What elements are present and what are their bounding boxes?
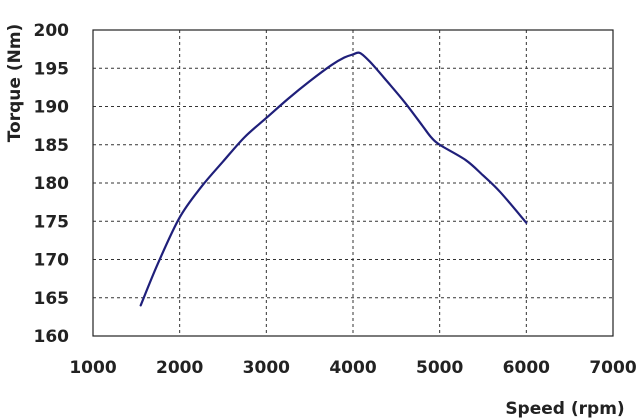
x-axis-label: Speed (rpm): [505, 399, 624, 419]
x-tick-label: 2000: [156, 358, 203, 378]
y-tick-label: 170: [34, 251, 70, 271]
x-tick-label: 4000: [329, 358, 376, 378]
x-tick-label: 5000: [416, 358, 463, 378]
x-tick-label: 7000: [589, 358, 636, 378]
torque-series-line: [139, 51, 528, 307]
y-tick-label: 175: [34, 212, 70, 232]
y-tick-label: 190: [34, 98, 70, 118]
x-tick-label: 1000: [69, 358, 116, 378]
y-axis-label: Torque (Nm): [5, 24, 25, 143]
grid-lines: [93, 30, 613, 336]
y-tick-label: 160: [34, 327, 70, 347]
plot-frame: [92, 29, 614, 337]
tick-labels: 1000 2000 3000 4000 5000 6000 7000 160 165 170 175…: [34, 21, 637, 378]
y-tick-label: 195: [34, 59, 70, 79]
y-tick-label: 165: [34, 289, 70, 309]
y-tick-label: 200: [34, 21, 70, 41]
x-tick-label: 3000: [243, 358, 290, 378]
y-tick-label: 180: [34, 174, 70, 194]
x-tick-label: 6000: [503, 358, 550, 378]
series-layer: [139, 51, 528, 307]
y-tick-label: 185: [34, 136, 70, 156]
